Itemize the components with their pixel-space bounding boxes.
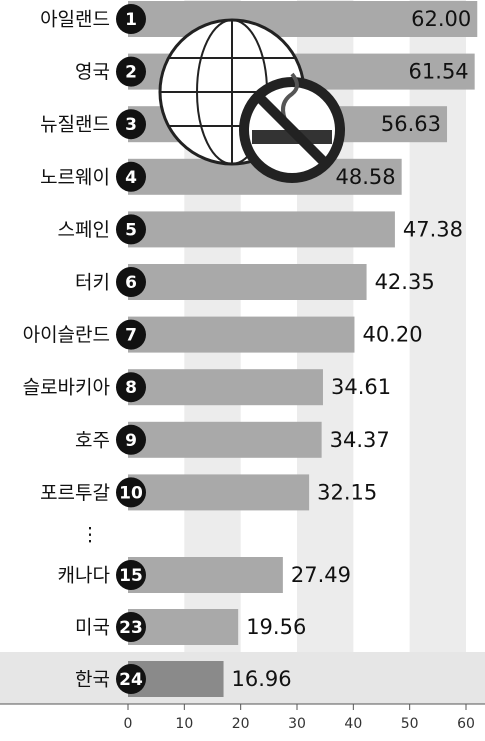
x-tick-label: 0 — [124, 716, 133, 732]
category-label: 호주 — [75, 429, 110, 451]
category-label: 포르투갈 — [40, 482, 110, 504]
value-label: 27.49 — [291, 563, 351, 587]
category-label: 뉴질랜드 — [40, 114, 110, 136]
value-label: 19.56 — [246, 615, 306, 639]
value-label: 34.37 — [330, 428, 390, 452]
rank-label: 2 — [125, 63, 137, 83]
bar — [128, 264, 367, 300]
value-label: 48.58 — [336, 165, 396, 189]
rank-label: 8 — [125, 378, 137, 398]
category-label: 미국 — [75, 617, 110, 639]
value-label: 40.20 — [362, 323, 422, 347]
rank-label: 6 — [125, 273, 137, 293]
category-label: 아이슬란드 — [23, 324, 110, 346]
bar — [128, 211, 395, 247]
category-label: 아일랜드 — [40, 9, 110, 31]
category-label: 캐나다 — [58, 565, 110, 587]
value-label: 42.35 — [375, 270, 435, 294]
category-label: 터키 — [75, 272, 110, 294]
rank-label: 7 — [125, 326, 137, 346]
x-tick-label: 20 — [232, 716, 250, 732]
grid-band — [410, 0, 466, 704]
rank-label: 5 — [125, 220, 137, 240]
chart: ⋮ 62.00 1 아일랜드 61.54 2 영국 56.63 3 뉴질랜드 48.58 4 노르웨이 4… — [0, 0, 485, 741]
rank-label: 10 — [119, 483, 143, 503]
bar — [128, 557, 283, 593]
value-label: 62.00 — [411, 7, 471, 31]
value-label: 56.63 — [381, 112, 441, 136]
bar — [128, 422, 322, 458]
x-tick-label: 60 — [457, 716, 475, 732]
x-tick-label: 50 — [401, 716, 419, 732]
value-label: 61.54 — [409, 60, 469, 84]
category-label: 스페인 — [58, 219, 110, 241]
rank-label: 4 — [125, 168, 137, 188]
rank-label: 23 — [119, 618, 143, 638]
x-tick-label: 40 — [344, 716, 362, 732]
rank-label: 3 — [125, 115, 137, 135]
rank-label: 1 — [125, 10, 137, 30]
rank-label: 24 — [119, 670, 143, 690]
x-tick-label: 10 — [175, 716, 193, 732]
category-label: 슬로바키아 — [23, 377, 110, 399]
value-label: 47.38 — [403, 217, 463, 241]
x-axis: 0 10 20 30 40 50 60 — [0, 704, 485, 732]
value-label: 34.61 — [331, 375, 391, 399]
category-label: 영국 — [75, 61, 110, 83]
category-label: 노르웨이 — [40, 166, 110, 188]
rank-label: 15 — [119, 566, 143, 586]
rank-label: 9 — [125, 431, 137, 451]
value-label: 16.96 — [232, 667, 292, 691]
bar — [128, 369, 323, 405]
value-label: 32.15 — [317, 480, 377, 504]
bar — [128, 317, 354, 353]
ellipsis: ⋮ — [81, 524, 100, 546]
x-tick-label: 30 — [288, 716, 306, 732]
category-label: 한국 — [75, 669, 110, 691]
bar — [128, 474, 309, 510]
